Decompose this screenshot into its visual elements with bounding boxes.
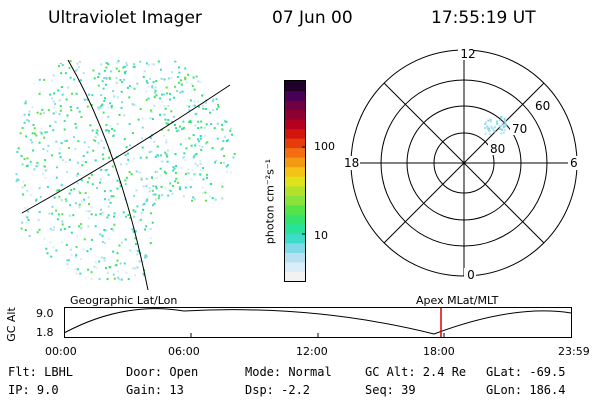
- mlt-label-0: 0: [467, 268, 475, 282]
- date-label: 07 Jun 00: [272, 8, 353, 28]
- geographic-image: [15, 59, 237, 290]
- colorbar-segment: [285, 100, 305, 111]
- mlt-label-6: 6: [570, 156, 578, 170]
- colorbar-tick-100: 100: [314, 140, 335, 153]
- timeline-ytick-low: 1.8: [36, 326, 54, 339]
- timeline-plot: [64, 307, 572, 338]
- instrument-title: Ultraviolet Imager: [48, 8, 202, 28]
- seq-status: Seq: 39: [365, 383, 416, 397]
- colorbar-segment: [285, 157, 305, 168]
- apex-label: Apex MLat/MLT: [416, 294, 499, 307]
- lat-label-60: 60: [535, 99, 550, 113]
- mode-status: Mode: Normal: [245, 365, 332, 379]
- colorbar-segment: [285, 204, 305, 215]
- colorbar-segment: [285, 185, 305, 196]
- colorbar-segment: [285, 242, 305, 253]
- colorbar-segment: [285, 261, 305, 272]
- timeline-xtick-2359: 23:59: [558, 345, 590, 358]
- colorbar-segment: [285, 109, 305, 120]
- time-label: 17:55:19 UT: [431, 8, 536, 28]
- timeline-xtick-1200: 12:00: [296, 345, 328, 358]
- colorbar-segment: [285, 271, 305, 282]
- timeline-axis-label: GC Alt: [4, 307, 18, 342]
- colorbar-segment: [285, 138, 305, 149]
- colorbar-segment: [285, 176, 305, 187]
- colorbar-segment: [285, 195, 305, 206]
- colorbar-segment: [285, 81, 305, 92]
- colorbar-segment: [285, 166, 305, 177]
- lat-label-80: 80: [490, 142, 505, 156]
- ip-status: IP: 9.0: [8, 383, 59, 397]
- timeline-ytick-high: 9.0: [36, 307, 54, 320]
- gc-alt-status: GC Alt: 2.4 Re: [365, 365, 467, 379]
- mlt-label-12: 12: [460, 47, 475, 61]
- colorbar-unit-label: photon cm⁻²s⁻¹: [263, 158, 277, 245]
- polar-plot: 12 0 18 6 60 70 80: [342, 47, 580, 282]
- timeline-xtick-0000: 00:00: [45, 345, 77, 358]
- altitude-curve: [64, 308, 572, 335]
- filter-status: Flt: LBHL: [8, 365, 74, 379]
- colorbar-segment: [285, 90, 305, 101]
- colorbar-segment: [285, 119, 305, 130]
- gain-status: Gain: 13: [126, 383, 184, 397]
- colorbar-segment: [285, 214, 305, 225]
- door-status: Door: Open: [126, 365, 199, 379]
- auroral-emission-speckle: [15, 60, 237, 282]
- colorbar-segment: [285, 223, 305, 234]
- dsp-status: Dsp: -2.2: [245, 383, 311, 397]
- timeline-xtick-1800: 18:00: [423, 345, 455, 358]
- colorbar-segment: [285, 252, 305, 263]
- colorbar-tick-10: 10: [314, 229, 328, 242]
- timeline-xtick-0600: 06:00: [168, 345, 200, 358]
- glat-status: GLat: -69.5: [486, 365, 566, 379]
- geographic-label: Geographic Lat/Lon: [70, 294, 178, 307]
- colorbar-segment: [285, 147, 305, 158]
- lat-label-70: 70: [512, 122, 527, 136]
- polar-emission-spot: [484, 116, 507, 136]
- mlt-label-18: 18: [344, 156, 359, 170]
- colorbar-segment: [285, 233, 305, 244]
- longitude-line: [67, 59, 149, 290]
- latitude-line: [21, 84, 231, 214]
- glon-status: GLon: 186.4: [486, 383, 566, 397]
- colorbar-segment: [285, 128, 305, 139]
- colorbar: [284, 80, 306, 282]
